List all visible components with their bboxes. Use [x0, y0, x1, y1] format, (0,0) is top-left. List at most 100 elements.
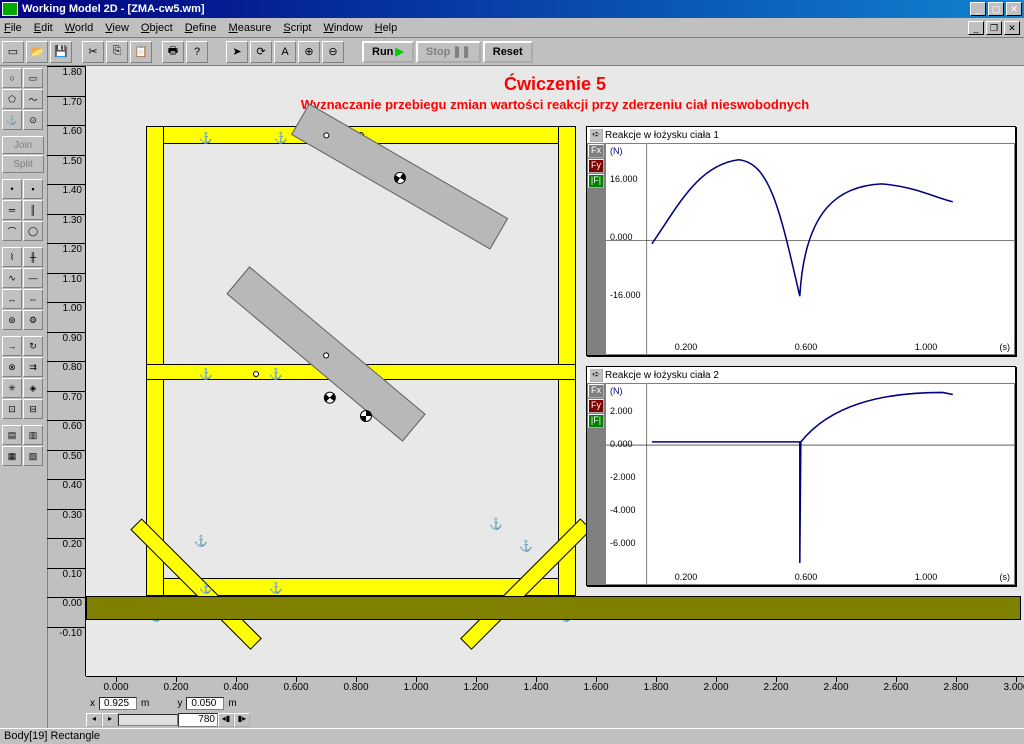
- horizontal-ruler: 0.0000.2000.4000.6000.8001.0001.2001.400…: [86, 676, 1024, 694]
- meter-tool[interactable]: ▤: [2, 425, 22, 445]
- pulley-tool[interactable]: ⊛: [2, 310, 22, 330]
- tape-slider[interactable]: [118, 714, 178, 726]
- anchor-icon: ⚓: [274, 132, 288, 145]
- spring-tool[interactable]: ⌇: [2, 247, 22, 267]
- chart1-plot: (N) 16.000 0.000 -16.000 0.200 0.600 1.0…: [606, 144, 1014, 354]
- misc-tool[interactable]: ⊡: [2, 399, 22, 419]
- chart1-title: Reakcje w łożysku ciała 1: [605, 130, 719, 141]
- rotate-button[interactable]: ⟳: [250, 41, 272, 63]
- menu-help[interactable]: Help: [375, 22, 398, 34]
- graph-tool[interactable]: ▥: [23, 425, 43, 445]
- chart-window-2[interactable]: ➪ Reakcje w łożysku ciała 2 Fx Fy |F| (N…: [586, 366, 1016, 586]
- chart-collapse-icon[interactable]: ➪: [589, 368, 603, 382]
- chart1-fmag-button[interactable]: |F|: [588, 174, 604, 188]
- menu-measure[interactable]: Measure: [229, 22, 272, 34]
- menu-script[interactable]: Script: [283, 22, 311, 34]
- statusbar: Body[19] Rectangle: [0, 728, 1024, 744]
- window-title: Working Model 2D - [ZMA-cw5.wm]: [22, 3, 970, 15]
- chart2-fmag-button[interactable]: |F|: [588, 414, 604, 428]
- tape-first-button[interactable]: ◂: [86, 713, 102, 727]
- gear-tool[interactable]: ⚙: [23, 310, 43, 330]
- app-icon: [2, 2, 18, 16]
- stop-button[interactable]: Stop❚❚: [416, 41, 481, 63]
- menu-object[interactable]: Object: [141, 22, 173, 34]
- point-tool[interactable]: •: [2, 179, 22, 199]
- motor-tool[interactable]: ⊗: [2, 357, 22, 377]
- menu-view[interactable]: View: [105, 22, 129, 34]
- help-button[interactable]: ?: [186, 41, 208, 63]
- mdi-close-button[interactable]: ✕: [1004, 21, 1020, 35]
- mdi-minimize-button[interactable]: _: [968, 21, 984, 35]
- paste-button[interactable]: 📋: [130, 41, 152, 63]
- text-button[interactable]: A: [274, 41, 296, 63]
- tape-step-next-button[interactable]: ▮▸: [234, 713, 250, 727]
- zoomin-button[interactable]: ⊕: [298, 41, 320, 63]
- zoomout-button[interactable]: ⊖: [322, 41, 344, 63]
- split-button[interactable]: Split: [2, 155, 44, 173]
- rect-tool[interactable]: ▭: [23, 68, 43, 88]
- constraint-tool[interactable]: ✳: [2, 378, 22, 398]
- input-tool[interactable]: ▦: [2, 446, 22, 466]
- square-tool[interactable]: ▪: [23, 179, 43, 199]
- circle2-tool[interactable]: ◯: [23, 221, 43, 241]
- menu-define[interactable]: Define: [185, 22, 217, 34]
- poly-tool[interactable]: ⬠: [2, 89, 22, 109]
- rod-tool[interactable]: —: [23, 268, 43, 288]
- join-button[interactable]: Join: [2, 136, 44, 154]
- reset-button[interactable]: Reset: [483, 41, 533, 63]
- chart2-sidebar: Fx Fy |F|: [587, 383, 605, 585]
- cut-button[interactable]: ✂: [82, 41, 104, 63]
- tape-prev-button[interactable]: ▸: [102, 713, 118, 727]
- print-button[interactable]: 🖶: [162, 41, 184, 63]
- torque-tool[interactable]: ↻: [23, 336, 43, 356]
- chart2-fy-button[interactable]: Fy: [588, 399, 604, 413]
- menu-file[interactable]: File: [4, 22, 22, 34]
- circle-tool[interactable]: ○: [2, 68, 22, 88]
- chart1-titlebar[interactable]: ➪ Reakcje w łożysku ciała 1: [587, 127, 1015, 143]
- actuator2-tool[interactable]: ⇉: [23, 357, 43, 377]
- mdi-restore-button[interactable]: ❐: [986, 21, 1002, 35]
- anchor-icon: ⚓: [194, 535, 208, 548]
- pin-tool[interactable]: ⊙: [23, 110, 43, 130]
- hslot-tool[interactable]: ═: [2, 200, 22, 220]
- canvas[interactable]: Ćwiczenie 5 Wyznaczanie przebiegu zmian …: [86, 66, 1024, 676]
- anchor-tool[interactable]: ⚓: [2, 110, 22, 130]
- separator-tool[interactable]: ↔: [2, 289, 22, 309]
- minimize-button[interactable]: _: [970, 2, 986, 16]
- pointer-button[interactable]: ➤: [226, 41, 248, 63]
- damper-tool[interactable]: ╫: [23, 247, 43, 267]
- anchor-icon: ⚓: [489, 518, 503, 531]
- output-tool[interactable]: ▧: [23, 446, 43, 466]
- chart-window-1[interactable]: ➪ Reakcje w łożysku ciała 1 Fx Fy |F| (N…: [586, 126, 1016, 356]
- chart-collapse-icon[interactable]: ➪: [589, 128, 603, 142]
- anchor-icon: ⚓: [269, 582, 283, 595]
- chart1-fx-button[interactable]: Fx: [588, 144, 604, 158]
- vslot-tool[interactable]: ║: [23, 200, 43, 220]
- chart1-fy-button[interactable]: Fy: [588, 159, 604, 173]
- run-button[interactable]: Run▶: [362, 41, 414, 63]
- tape-frame[interactable]: 780: [178, 713, 218, 727]
- menu-edit[interactable]: Edit: [34, 22, 53, 34]
- rope-tool[interactable]: ∿: [2, 268, 22, 288]
- open-button[interactable]: 📂: [26, 41, 48, 63]
- force-tool[interactable]: →: [2, 336, 22, 356]
- ground[interactable]: [86, 596, 1021, 620]
- menu-world[interactable]: World: [65, 22, 94, 34]
- misc2-tool[interactable]: ⊟: [23, 399, 43, 419]
- chart2-titlebar[interactable]: ➪ Reakcje w łożysku ciała 2: [587, 367, 1015, 383]
- tape-step-prev-button[interactable]: ◂▮: [218, 713, 234, 727]
- generic-tool[interactable]: ◈: [23, 378, 43, 398]
- curve-tool[interactable]: 〜: [23, 89, 43, 109]
- copy-button[interactable]: ⎘: [106, 41, 128, 63]
- y-coord: 0.050: [186, 697, 224, 710]
- tape-controls: ◂ ▸ 780 ◂▮ ▮▸: [86, 712, 1024, 728]
- chart2-fx-button[interactable]: Fx: [588, 384, 604, 398]
- anchor-icon: ⚓: [269, 368, 283, 381]
- new-button[interactable]: ▭: [2, 41, 24, 63]
- arc-tool[interactable]: ⌒: [2, 221, 22, 241]
- actuator-tool[interactable]: ⇔: [23, 289, 43, 309]
- close-button[interactable]: ✕: [1006, 2, 1022, 16]
- maximize-button[interactable]: ▢: [988, 2, 1004, 16]
- menu-window[interactable]: Window: [323, 22, 362, 34]
- save-button[interactable]: 💾: [50, 41, 72, 63]
